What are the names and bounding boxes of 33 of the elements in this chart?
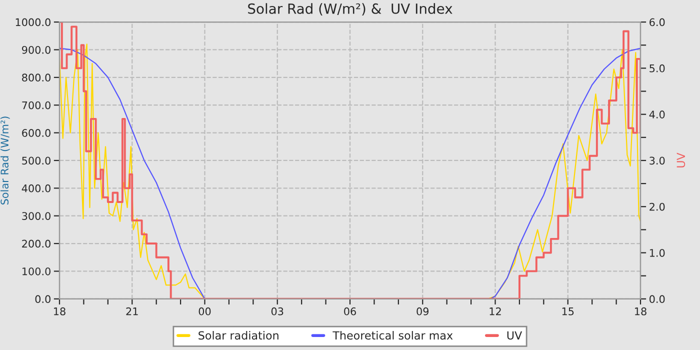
legend-label: UV	[507, 331, 522, 340]
y-tick-label: 100.0	[22, 267, 50, 276]
x-tick-label: 09	[416, 307, 429, 316]
y-tick-label: 400.0	[22, 184, 50, 192]
legend-label: Theoretical solar max	[332, 330, 453, 340]
x-tick-label: 12	[490, 307, 501, 316]
chart-title: Solar Rad (W/m²) & UV Index	[248, 3, 452, 16]
legend-label: Solar radiation	[198, 330, 278, 340]
y2-tick-label: 1.0	[650, 248, 665, 257]
y2-tick-label: 6.0	[650, 18, 665, 26]
x-tick-label: 06	[344, 307, 356, 316]
y-tick-label: 900.0	[22, 46, 50, 54]
x-tick-label: 03	[271, 307, 284, 316]
y2-tick-label: 0.0	[650, 295, 665, 304]
y-tick-label: 300.0	[22, 212, 50, 220]
y2-tick-label: 5.0	[650, 64, 665, 72]
y-tick-label: 800.0	[22, 74, 50, 82]
y-tick-label: 500.0	[22, 156, 50, 165]
x-tick-label: 18	[54, 307, 66, 316]
x-tick-label: 21	[126, 307, 138, 316]
y-tick-label: 200.0	[22, 240, 50, 248]
x-tick-label: 15	[562, 308, 574, 316]
y-tick-label: 1000.0	[16, 18, 50, 26]
y2-tick-label: 4.0	[649, 110, 665, 118]
y-axis-title: Solar Rad (W/m²)	[0, 116, 10, 204]
y-tick-label: 700.0	[22, 101, 50, 110]
y-tick-label: 600.0	[22, 129, 50, 137]
y2-tick-label: 3.0	[650, 156, 665, 165]
x-tick-label: 00	[198, 307, 211, 316]
y2-axis-title: UV	[676, 152, 686, 168]
x-tick-label: 18	[635, 307, 646, 316]
y2-tick-label: 2.0	[650, 202, 665, 211]
y-tick-label: 0.0	[35, 295, 50, 304]
